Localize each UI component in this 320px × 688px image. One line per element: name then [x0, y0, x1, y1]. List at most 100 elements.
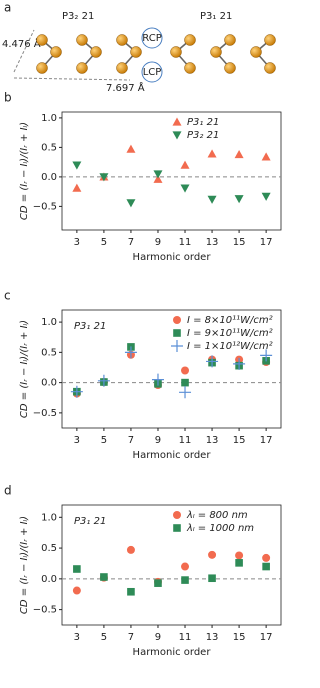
y-tick-label: −0.5: [33, 408, 57, 419]
legend-label: P3₂ 21: [187, 130, 219, 141]
y-tick-label: 0.5: [41, 142, 57, 153]
point: [153, 174, 163, 183]
x-tick-label: 7: [128, 632, 134, 643]
x-tick-label: 7: [128, 237, 134, 248]
point: [99, 173, 109, 182]
point: [100, 573, 108, 581]
legend-marker: [173, 511, 181, 519]
y-tick-label: −0.5: [33, 201, 57, 212]
legend-label: λₗ = 1000 nm: [186, 523, 254, 534]
x-tick-label: 9: [155, 237, 161, 248]
legend-label: λₗ = 800 nm: [186, 510, 248, 521]
point: [154, 579, 162, 587]
point: [127, 587, 135, 596]
y-tick-label: 0.5: [41, 543, 57, 554]
x-tick-label: 11: [179, 237, 192, 248]
x-tick-label: 11: [179, 632, 192, 643]
x-tick-label: 3: [74, 632, 80, 643]
point: [181, 576, 189, 584]
x-tick-label: 15: [233, 632, 246, 643]
point: [207, 149, 217, 158]
y-tick-label: 1.0: [41, 317, 57, 328]
point: [261, 152, 271, 161]
dimension-label: 7.697 Å: [106, 81, 145, 94]
y-tick-label: 0.5: [41, 347, 57, 358]
point: [208, 550, 217, 559]
left-structure: [36, 34, 142, 74]
y-axis-label: CD = (Iᵣ − Iₗ)/(Iᵣ + Iₗ): [19, 516, 30, 614]
point: [72, 183, 82, 192]
legend-marker: [171, 340, 183, 352]
point: [179, 386, 192, 399]
y-tick-label: 0.0: [41, 172, 57, 183]
point: [181, 562, 190, 571]
point: [124, 346, 137, 359]
x-tick-label: 15: [233, 435, 246, 446]
x-tick-label: 5: [101, 435, 107, 446]
dimension-line: [13, 29, 35, 73]
x-tick-label: 7: [128, 435, 134, 446]
point: [234, 149, 244, 159]
figure: a P3₂ 21 P3₁ 21 4.476 Å 7.697 Å RCP LCP …: [2, 1, 282, 658]
legend-marker: [173, 524, 181, 532]
point: [72, 586, 81, 595]
plot-frame: [61, 111, 282, 231]
point: [262, 562, 270, 571]
rcp-icon: [141, 27, 163, 49]
x-tick-label: 5: [101, 632, 107, 643]
y-tick-label: 0.0: [41, 378, 57, 389]
point: [235, 551, 244, 560]
legend-label: I = 8×10¹¹W/cm²: [187, 315, 273, 326]
x-tick-label: 13: [206, 237, 219, 248]
legend-marker: [173, 316, 181, 324]
lcp-icon: [141, 61, 163, 83]
point: [180, 184, 190, 193]
point: [233, 357, 246, 370]
x-tick-label: 9: [155, 435, 161, 446]
legend-marker: [173, 329, 181, 337]
point: [73, 565, 81, 573]
point: [206, 355, 219, 368]
point: [207, 195, 217, 204]
point: [181, 378, 189, 387]
legend-marker: [172, 131, 182, 140]
legend-label: I = 9×10¹¹W/cm²: [187, 328, 273, 339]
legend-label: I = 1×10¹²W/cm²: [187, 341, 273, 352]
point: [260, 349, 273, 362]
point: [97, 374, 110, 387]
y-tick-label: 1.0: [41, 512, 57, 523]
plot-frame: [61, 504, 282, 626]
structure-title: P3₁ 21: [200, 11, 232, 22]
x-tick-label: 3: [74, 237, 80, 248]
point: [126, 545, 135, 554]
plot-frame: [61, 309, 282, 429]
panel-label: b: [4, 91, 12, 105]
point: [72, 161, 82, 170]
annotation: P3₁ 21: [74, 516, 106, 527]
point: [262, 553, 271, 562]
point: [261, 192, 271, 201]
x-tick-label: 17: [260, 435, 273, 446]
x-tick-label: 9: [155, 632, 161, 643]
point: [153, 170, 163, 179]
annotation: P3₁ 21: [74, 321, 106, 332]
point: [235, 559, 243, 567]
panel-label: a: [4, 1, 11, 15]
y-tick-label: 1.0: [41, 113, 57, 124]
y-axis-label: CD = (Iᵣ − Iₗ)/(Iᵣ + Iₗ): [19, 122, 30, 220]
point: [126, 199, 136, 208]
legend-label: P3₁ 21: [187, 117, 219, 128]
x-tick-label: 3: [74, 435, 80, 446]
point: [126, 144, 136, 153]
x-tick-label: 13: [206, 435, 219, 446]
rcp-label: RCP: [142, 33, 161, 44]
point: [181, 366, 190, 375]
structure-title: P3₂ 21: [62, 11, 94, 22]
point: [234, 195, 244, 204]
x-tick-label: 5: [101, 237, 107, 248]
lcp-label: LCP: [143, 67, 162, 78]
point: [70, 385, 83, 398]
point: [180, 160, 190, 169]
legend-marker: [172, 117, 182, 126]
dimension-line: [13, 77, 131, 81]
